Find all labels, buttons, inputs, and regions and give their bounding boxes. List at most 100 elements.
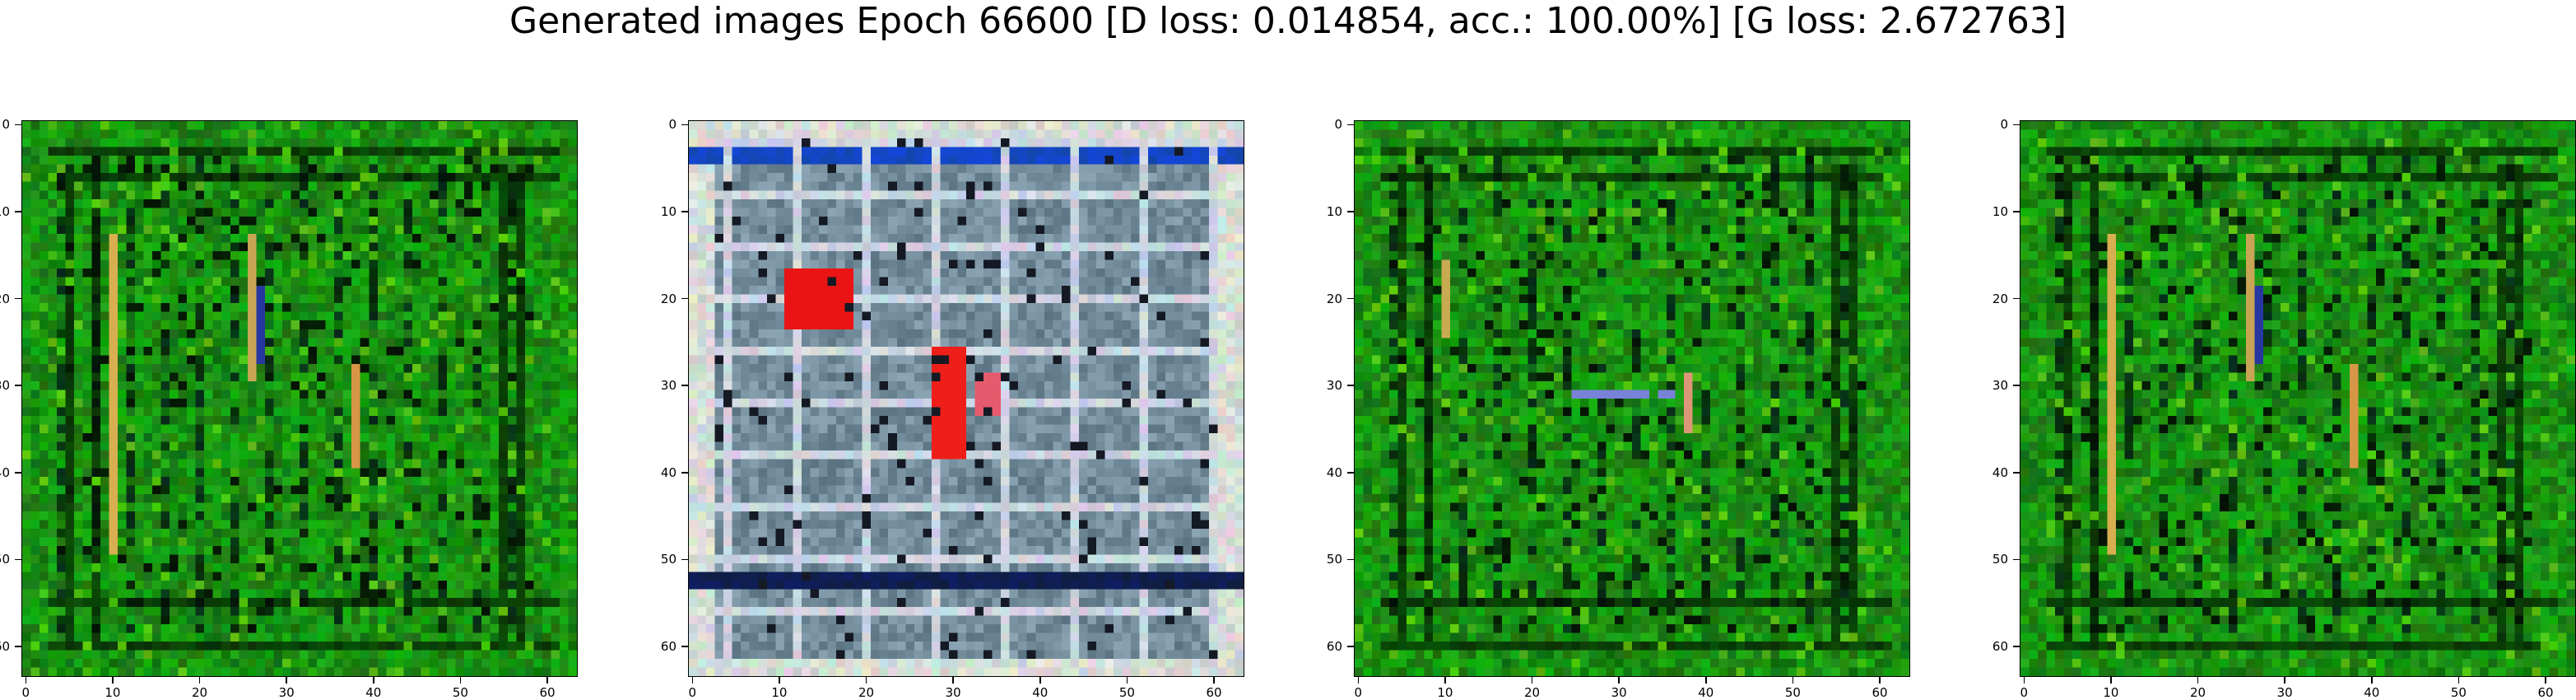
pixel bbox=[421, 129, 430, 139]
pixel bbox=[360, 433, 370, 442]
pixel bbox=[247, 537, 257, 547]
pixel bbox=[429, 233, 439, 243]
pixel bbox=[247, 658, 257, 668]
pixel bbox=[143, 476, 153, 486]
pixel bbox=[74, 493, 83, 503]
pixel bbox=[412, 355, 421, 365]
pixel bbox=[559, 450, 569, 460]
pixel bbox=[91, 650, 100, 660]
pixel bbox=[741, 190, 750, 199]
pixel bbox=[30, 581, 40, 590]
pixel bbox=[82, 658, 92, 668]
pixel bbox=[741, 173, 750, 182]
pixel bbox=[239, 546, 249, 555]
pixel bbox=[464, 598, 473, 607]
pixel bbox=[1217, 225, 1227, 235]
pixel bbox=[524, 173, 534, 182]
pixel bbox=[412, 147, 421, 156]
pixel bbox=[801, 208, 811, 217]
pixel bbox=[403, 476, 413, 486]
pixel bbox=[1235, 208, 1244, 217]
pixel bbox=[429, 129, 439, 139]
pixel bbox=[239, 528, 249, 538]
pixel bbox=[766, 129, 776, 139]
pixel bbox=[178, 623, 188, 633]
pixel bbox=[30, 147, 40, 156]
pixel bbox=[853, 208, 863, 217]
pixel bbox=[40, 277, 49, 287]
pixel bbox=[82, 641, 92, 651]
pixel bbox=[247, 250, 257, 260]
pixel bbox=[1217, 147, 1227, 156]
pixel bbox=[40, 424, 49, 434]
pixel bbox=[91, 303, 100, 312]
pixel bbox=[1070, 190, 1080, 199]
pixel bbox=[300, 493, 309, 503]
pixel bbox=[48, 476, 58, 486]
pixel bbox=[464, 338, 473, 348]
pixel bbox=[48, 537, 58, 547]
pixel bbox=[775, 233, 785, 243]
pixel bbox=[429, 641, 439, 651]
pixel bbox=[749, 164, 759, 174]
pixel bbox=[239, 572, 249, 581]
pixel bbox=[1165, 216, 1174, 226]
pixel bbox=[394, 641, 404, 651]
pixel bbox=[516, 424, 526, 434]
pixel bbox=[507, 181, 517, 191]
pixel bbox=[1200, 190, 1210, 199]
pixel bbox=[568, 208, 577, 217]
pixel bbox=[126, 589, 136, 599]
pixel bbox=[178, 598, 188, 607]
pixel bbox=[256, 658, 266, 668]
pixel bbox=[533, 363, 543, 373]
pixel bbox=[212, 208, 222, 217]
pixel bbox=[281, 641, 291, 651]
pixel bbox=[117, 424, 127, 434]
x-tick-label: 60 bbox=[539, 685, 556, 700]
pixel bbox=[273, 658, 283, 668]
pixel bbox=[291, 476, 300, 486]
pixel bbox=[256, 407, 266, 417]
pixel bbox=[247, 303, 257, 312]
pixel bbox=[377, 502, 387, 512]
pixel bbox=[853, 198, 863, 208]
pixel bbox=[732, 198, 742, 208]
pixel bbox=[1208, 198, 1218, 208]
pixel bbox=[22, 242, 31, 252]
pixel bbox=[369, 581, 378, 590]
pixel bbox=[827, 233, 837, 243]
pixel bbox=[65, 164, 75, 174]
pixel bbox=[481, 138, 491, 147]
pixel bbox=[360, 311, 370, 321]
pixel bbox=[151, 233, 161, 243]
pixel bbox=[507, 286, 517, 295]
pixel bbox=[247, 355, 257, 365]
pixel bbox=[126, 476, 136, 486]
pixel bbox=[1044, 164, 1053, 174]
pixel bbox=[516, 233, 526, 243]
pixel bbox=[151, 156, 161, 165]
pixel bbox=[1018, 190, 1027, 199]
pixel bbox=[1053, 190, 1062, 199]
pixel bbox=[82, 416, 92, 425]
pixel bbox=[160, 225, 170, 235]
pixel bbox=[992, 216, 1002, 226]
pixel bbox=[74, 537, 83, 547]
pixel bbox=[931, 173, 941, 182]
pixel bbox=[801, 225, 811, 235]
pixel bbox=[524, 147, 534, 156]
pixel bbox=[412, 650, 421, 660]
pixel bbox=[22, 311, 31, 321]
pixel bbox=[151, 459, 161, 469]
pixel bbox=[974, 173, 984, 182]
pixel bbox=[472, 355, 482, 365]
pixel bbox=[801, 181, 811, 191]
pixel bbox=[212, 338, 222, 348]
pixel bbox=[394, 546, 404, 555]
pixel bbox=[1087, 121, 1097, 130]
pixel bbox=[455, 216, 465, 226]
pixel bbox=[412, 468, 421, 477]
pixel bbox=[230, 572, 239, 581]
pixel bbox=[187, 320, 196, 329]
